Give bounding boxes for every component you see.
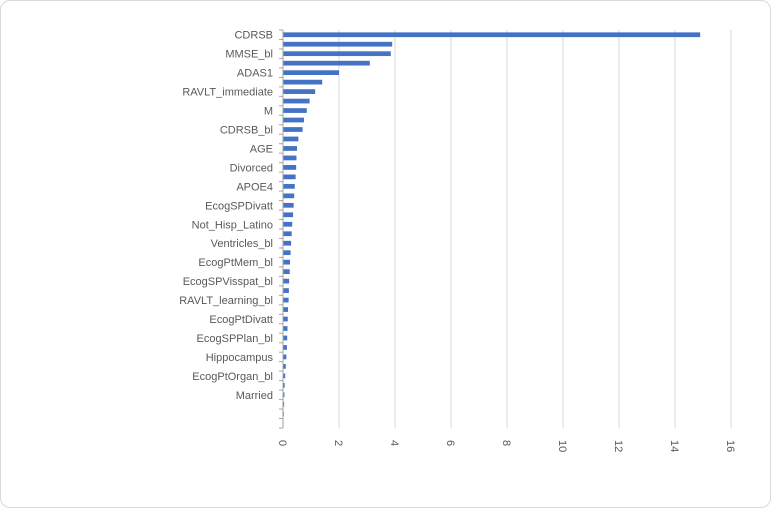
category-label: EcogPtOrgan_bl xyxy=(192,371,273,383)
bar xyxy=(283,70,339,76)
category-label: APOE4 xyxy=(236,181,273,193)
bar xyxy=(283,335,288,341)
bar xyxy=(283,297,289,303)
category-label: AGE xyxy=(250,143,273,155)
category-label: CDRSB xyxy=(234,30,273,42)
bar xyxy=(283,108,307,113)
x-tick-label: 14 xyxy=(668,440,680,452)
bar xyxy=(283,136,299,142)
bar xyxy=(283,382,285,388)
category-label: Not_Hisp_Latino xyxy=(192,219,273,231)
category-label: MMSE_bl xyxy=(225,49,273,61)
category-label: CDRSB_bl xyxy=(220,125,273,137)
bar xyxy=(283,60,370,66)
x-tick-label: 0 xyxy=(276,440,288,446)
bar xyxy=(283,373,286,379)
bar xyxy=(283,165,297,170)
bar xyxy=(283,250,291,256)
x-tick-label: 4 xyxy=(388,440,400,446)
bar xyxy=(283,288,289,293)
category-label: EcogSPVisspat_bl xyxy=(183,276,273,288)
bar xyxy=(283,117,304,123)
bar xyxy=(283,278,290,284)
bar xyxy=(283,183,295,189)
bar xyxy=(283,79,323,85)
bar xyxy=(283,316,288,322)
bar xyxy=(283,127,303,132)
bar xyxy=(283,32,701,38)
labels: 0 2 4 6 8 10 12 14 16 CDRSB MMSE_bl ADAS1 RAVLT_imme… xyxy=(179,30,736,453)
bar xyxy=(283,231,292,237)
x-tick-label: 10 xyxy=(556,440,568,452)
bar xyxy=(283,41,393,47)
category-label: Hippocampus xyxy=(206,352,274,364)
bars xyxy=(283,32,701,426)
category-label: ADAS1 xyxy=(237,68,273,80)
bar xyxy=(283,146,297,151)
category-label: RAVLT_learning_bl xyxy=(179,295,273,307)
gridlines xyxy=(338,30,732,428)
bar xyxy=(283,155,297,161)
bar xyxy=(283,392,285,398)
category-label: RAVLT_immediate xyxy=(182,87,273,99)
bar xyxy=(283,174,296,180)
bar xyxy=(283,193,295,199)
bar xyxy=(283,221,293,227)
bar xyxy=(283,202,294,208)
x-tick-label: 6 xyxy=(444,440,456,446)
category-label: EcogPtMem_bl xyxy=(198,257,273,269)
category-label: EcogSPDivatt xyxy=(205,200,273,212)
bar xyxy=(283,212,294,218)
bar xyxy=(283,259,290,265)
category-label: Ventricles_bl xyxy=(211,238,273,250)
bar xyxy=(283,326,288,331)
bar xyxy=(283,307,289,312)
bar xyxy=(283,51,391,57)
x-tick-label: 16 xyxy=(724,440,736,452)
bar xyxy=(283,89,316,94)
category-label: EcogSPPlan_bl xyxy=(197,333,273,345)
category-label: M xyxy=(264,106,273,118)
bar xyxy=(283,354,287,360)
axes xyxy=(279,29,284,429)
category-label: EcogPtDivatt xyxy=(209,314,273,326)
x-tick-label: 8 xyxy=(500,440,512,446)
category-label: Married xyxy=(236,390,273,402)
bar xyxy=(283,240,292,246)
bar xyxy=(283,401,285,407)
bar xyxy=(283,98,310,104)
x-tick-label: 12 xyxy=(612,440,624,452)
bar xyxy=(283,269,290,275)
x-tick-label: 2 xyxy=(332,440,344,446)
bar xyxy=(283,345,287,350)
category-label: Divorced xyxy=(230,162,273,174)
bar xyxy=(283,364,286,369)
